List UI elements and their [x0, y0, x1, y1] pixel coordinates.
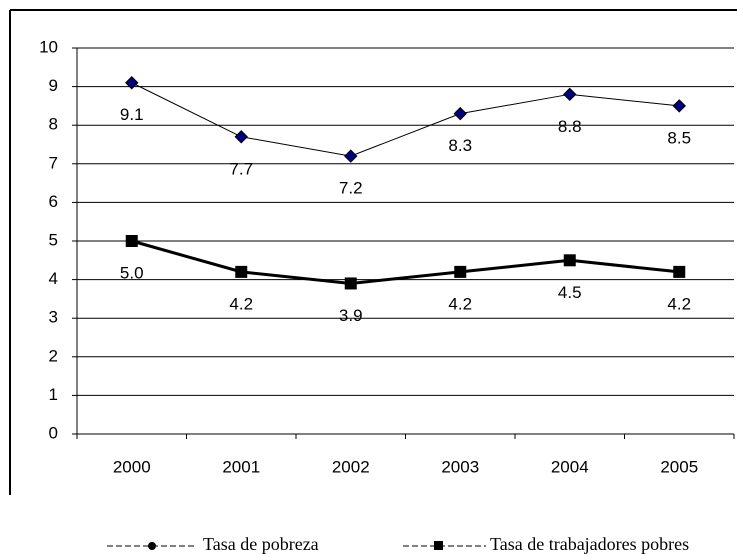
legend-label: Tasa de trabajadores pobres: [490, 534, 689, 554]
x-tick-label: 2003: [441, 457, 479, 476]
data-label: 8.8: [558, 117, 582, 136]
y-tick-label: 5: [49, 230, 58, 249]
data-label: 8.3: [448, 136, 472, 155]
marker: [344, 149, 358, 163]
data-label: 4.2: [448, 294, 472, 313]
x-tick-label: 2004: [551, 457, 589, 476]
y-tick-label: 6: [49, 192, 58, 211]
marker: [234, 130, 248, 144]
marker: [563, 254, 576, 267]
legend-label: Tasa de pobreza: [203, 534, 319, 554]
y-tick-label: 1: [49, 385, 58, 404]
data-label: 8.5: [667, 128, 691, 147]
data-label: 5.0: [120, 263, 144, 282]
data-label: 4.2: [229, 294, 253, 313]
y-tick-label: 3: [49, 308, 58, 327]
marker: [344, 277, 357, 290]
marker: [125, 235, 138, 247]
x-tick-label: 2005: [660, 457, 698, 476]
marker: [672, 99, 686, 113]
data-label: 4.2: [667, 294, 691, 313]
y-tick-label: 10: [39, 37, 58, 56]
y-tick-label: 4: [49, 269, 58, 288]
legend-marker: [148, 542, 156, 550]
x-tick-label: 2000: [113, 457, 151, 476]
y-tick-label: 2: [49, 346, 58, 365]
y-tick-label: 8: [49, 115, 58, 134]
marker: [673, 265, 686, 278]
data-label: 4.5: [558, 283, 582, 302]
y-tick-label: 0: [49, 423, 58, 442]
data-label: 9.1: [120, 105, 144, 124]
legend-marker: [434, 541, 443, 550]
y-tick-label: 9: [49, 76, 58, 95]
x-tick-label: 2001: [222, 457, 260, 476]
series-line: [131, 239, 680, 285]
marker: [454, 265, 467, 278]
marker: [125, 76, 139, 90]
y-tick-label: 7: [49, 153, 58, 172]
x-tick-label: 2002: [332, 457, 370, 476]
series-line: [131, 82, 680, 157]
marker: [563, 87, 577, 102]
legend: Tasa de pobreza Tasa de trabajadores pob…: [107, 534, 689, 554]
marker: [453, 106, 467, 121]
marker: [235, 265, 248, 278]
data-label: 7.2: [339, 179, 363, 198]
data-label: 7.7: [229, 159, 253, 178]
data-label: 3.9: [339, 306, 363, 325]
